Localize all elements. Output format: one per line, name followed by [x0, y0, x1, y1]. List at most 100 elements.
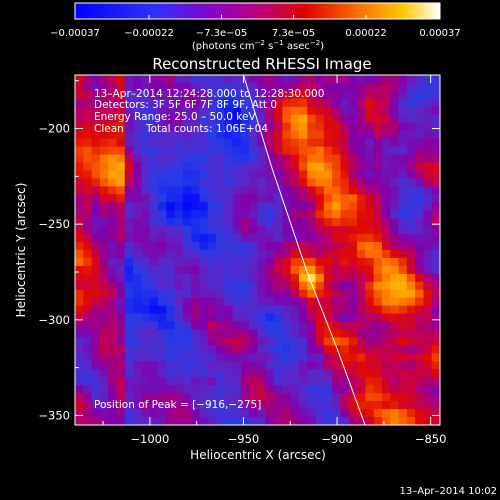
heatmap-cell [357, 106, 366, 116]
heatmap-cell [282, 202, 292, 211]
heatmap-cell [157, 82, 167, 92]
heatmap-cell [133, 162, 142, 171]
heatmap-cell [307, 98, 316, 108]
heatmap-cell [157, 138, 167, 147]
heatmap-cell [191, 361, 200, 370]
heatmap-cell [298, 162, 308, 171]
heatmap-cell [340, 385, 350, 394]
heatmap-cell [224, 337, 234, 346]
heatmap-cell [240, 393, 250, 402]
heatmap-cell [108, 210, 117, 219]
heatmap-cell [157, 409, 167, 418]
heatmap-cell [191, 194, 200, 203]
heatmap-cell [415, 106, 424, 116]
heatmap-cell [157, 329, 167, 338]
heatmap-cell [257, 186, 267, 195]
heatmap-cell [373, 369, 383, 378]
heatmap-cell [423, 377, 433, 386]
heatmap-cell [166, 337, 175, 346]
heatmap-cell [149, 130, 159, 140]
heatmap-cell [191, 329, 200, 338]
heatmap-cell [340, 218, 350, 227]
heatmap-cell [298, 242, 308, 251]
heatmap-cell [124, 353, 134, 362]
heatmap-cell [290, 194, 300, 203]
heatmap-cell [108, 218, 117, 227]
heatmap-cell [240, 369, 250, 378]
heatmap-cell [323, 106, 333, 116]
heatmap-cell [431, 257, 440, 267]
heatmap-cell [133, 186, 142, 195]
heatmap-cell [315, 265, 325, 275]
heatmap-cell [265, 234, 275, 243]
heatmap-cell [157, 210, 167, 219]
heatmap-cell [191, 369, 200, 378]
heatmap-cell [133, 265, 142, 275]
heatmap-cell [265, 162, 275, 171]
heatmap-cell [216, 369, 225, 378]
heatmap-cell [373, 313, 383, 322]
heatmap-cell [390, 337, 399, 346]
heatmap-cell [216, 202, 225, 211]
heatmap-cell [124, 114, 134, 124]
heatmap-cell [390, 154, 399, 163]
heatmap-cell [240, 242, 250, 251]
heatmap-cell [307, 242, 316, 251]
heatmap-cell [141, 313, 151, 322]
heatmap-cell [224, 178, 234, 187]
heatmap-cell [332, 226, 341, 235]
heatmap-cell [340, 257, 350, 267]
heatmap-cell [340, 162, 350, 171]
heatmap-cell [249, 345, 258, 354]
heatmap-cell [75, 393, 84, 402]
heatmap-cell [415, 98, 424, 108]
heatmap-cell [365, 122, 375, 132]
heatmap-cell [108, 154, 117, 163]
heatmap-cell [431, 289, 440, 299]
heatmap-cell [83, 130, 92, 140]
heatmap-cell [290, 361, 300, 370]
heatmap-cell [166, 305, 175, 315]
heatmap-cell [415, 417, 424, 425]
heatmap-cell [381, 122, 391, 132]
heatmap-cell [390, 250, 399, 259]
heatmap-cell [423, 98, 433, 108]
heatmap-cell [116, 345, 126, 354]
heatmap-cell [91, 353, 101, 362]
heatmap-cell [191, 401, 200, 410]
heatmap-cell [232, 154, 242, 163]
heatmap-cell [332, 377, 341, 386]
heatmap-cell [124, 122, 134, 132]
heatmap-cell [83, 393, 92, 402]
heatmap-cell [83, 98, 92, 108]
heatmap-cell [207, 409, 217, 418]
heatmap-cell [116, 329, 126, 338]
heatmap-cell [91, 234, 101, 243]
heatmap-cell [249, 281, 258, 291]
heatmap-cell [83, 273, 92, 283]
heatmap-cell [75, 90, 84, 100]
heatmap-cell [99, 242, 109, 251]
heatmap-cell [307, 297, 316, 307]
heatmap-cell [298, 369, 308, 378]
heatmap-cell [199, 393, 209, 402]
heatmap-cell [174, 106, 184, 116]
heatmap-cell [357, 218, 366, 227]
heatmap-cell [332, 417, 341, 425]
heatmap-cell [174, 337, 184, 346]
heatmap-cell [99, 393, 109, 402]
heatmap-cell [75, 329, 84, 338]
heatmap-cell [141, 281, 151, 291]
heatmap-cell [315, 106, 325, 116]
heatmap-cell [116, 242, 126, 251]
heatmap-cell [207, 138, 217, 147]
heatmap-cell [216, 170, 225, 179]
heatmap-cell [315, 417, 325, 425]
heatmap-cell [282, 401, 292, 410]
colorbar-units-part-1: −2 [255, 39, 265, 47]
heatmap-cell [157, 242, 167, 251]
heatmap-cell [373, 289, 383, 299]
heatmap-cell [365, 234, 375, 243]
heatmap-cell [390, 369, 399, 378]
heatmap-cell [124, 170, 134, 179]
